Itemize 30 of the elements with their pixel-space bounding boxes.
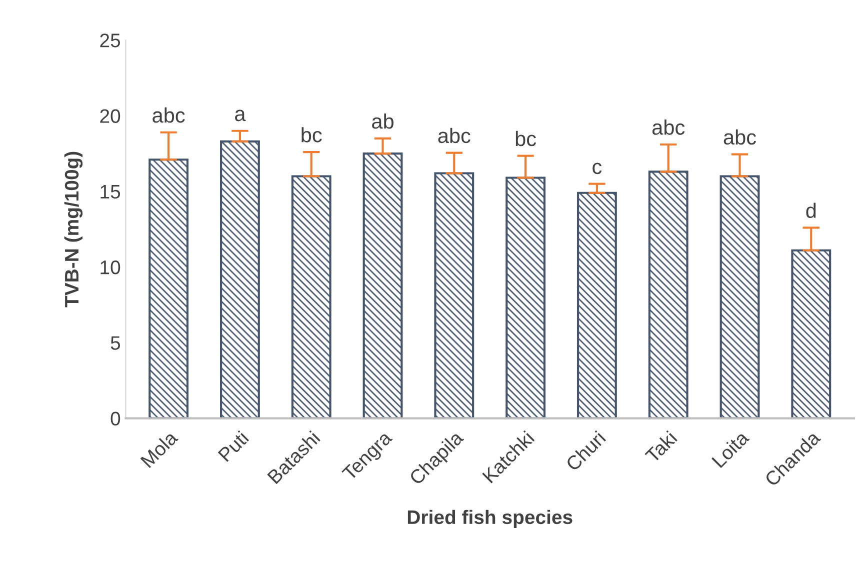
annotation: bc	[302, 127, 322, 142]
annotation: d	[806, 202, 816, 218]
bar	[291, 175, 332, 418]
bar	[148, 158, 189, 418]
bar	[791, 249, 832, 418]
annotation: a	[235, 110, 246, 122]
bar	[220, 140, 260, 418]
bar	[506, 176, 546, 418]
bar	[576, 192, 617, 418]
annotation: abc	[724, 129, 756, 145]
x-tick-label: Taki	[644, 430, 678, 464]
annotation: ab	[372, 113, 394, 129]
bar	[720, 175, 760, 418]
bar	[362, 152, 403, 418]
y-tick-label: 25	[100, 34, 120, 48]
x-axis-title: Dried fish species	[408, 510, 572, 528]
y-axis-title: TVB-N (mg/100g)	[64, 152, 83, 308]
y-tick-label: 20	[100, 109, 120, 123]
annotation: abc	[152, 107, 185, 123]
y-tick-label: 5	[110, 336, 120, 350]
annotation: c	[592, 162, 602, 174]
bar	[648, 170, 688, 418]
bar	[434, 172, 474, 418]
y-tick-label: 0	[110, 412, 120, 426]
y-tick-label: 10	[100, 260, 120, 274]
annotation: bc	[516, 130, 536, 146]
annotation: abc	[438, 128, 470, 144]
annotation: abc	[652, 120, 685, 135]
y-tick-label: 15	[100, 185, 120, 199]
x-tick-label: Puti	[217, 430, 250, 462]
